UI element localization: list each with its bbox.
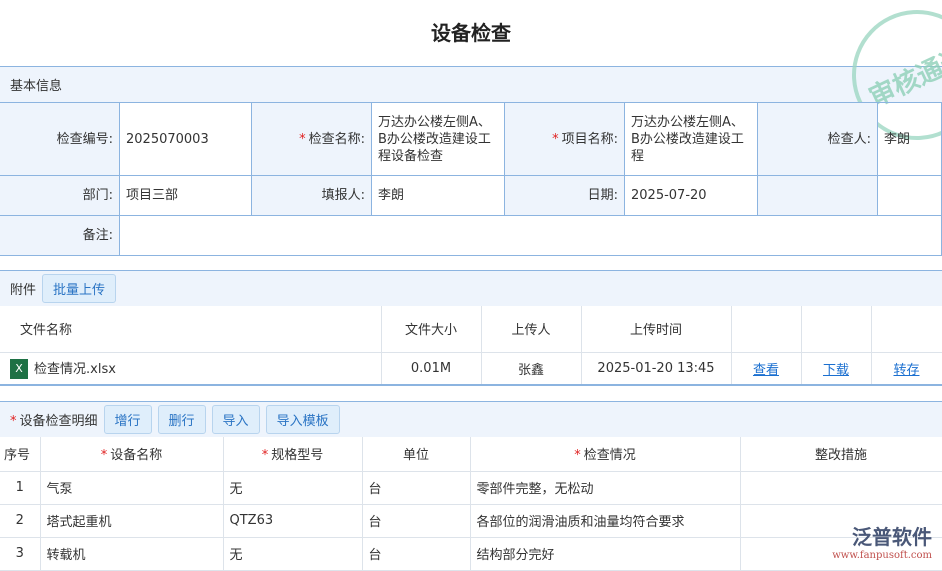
col-inspection: * 检查情况	[470, 437, 741, 472]
delete-row-button[interactable]: 删行	[157, 405, 206, 434]
detail-header: * 设备检查明细 增行 删行 导入 导入模板	[0, 401, 942, 437]
remark-label: 备注:	[0, 216, 120, 256]
col-rectification: 整改措施	[740, 437, 942, 472]
excel-icon: X	[10, 359, 28, 379]
transfer-link[interactable]: 转存	[893, 362, 920, 378]
date-value[interactable]: 2025-07-20	[625, 176, 758, 216]
detail-table: 序号 * 设备名称 * 规格型号 单位 * 检查情况 整改措施 1 气泵无台零部件完整，…	[0, 437, 942, 571]
import-button[interactable]: 导入	[211, 405, 260, 434]
name-value[interactable]: 万达办公楼左侧A、B办公楼改造建设工程设备检查	[372, 103, 505, 176]
uploader: 张鑫	[481, 352, 582, 386]
remark-input[interactable]	[120, 216, 942, 256]
project-value[interactable]: 万达办公楼左侧A、B办公楼改造建设工程	[625, 103, 758, 176]
section-title: 基本信息	[10, 79, 63, 94]
code-value[interactable]: 2025070003	[120, 103, 252, 176]
col-file-name: 文件名称	[0, 306, 382, 353]
fanpusoft-logo: 泛普软件 www.fanpusoft.com	[832, 525, 932, 561]
page-title: 设备检查	[431, 21, 511, 45]
dept-value[interactable]: 项目三部	[120, 176, 252, 216]
section-title: * 设备检查明细	[10, 414, 98, 429]
table-row: 1 气泵无台零部件完整，无松动	[0, 471, 942, 505]
file-size: 0.01M	[381, 352, 482, 386]
reporter-value[interactable]: 李朗	[372, 176, 505, 216]
col-file-size: 文件大小	[381, 306, 482, 353]
file-name: 检查情况.xlsx	[34, 361, 116, 377]
attachments-header: 附件 批量上传	[0, 270, 942, 306]
table-row: 3 转载机无台结构部分完好	[0, 537, 942, 571]
attachments-table: 文件名称 文件大小 上传人 上传时间 X 检查情况.xlsx 0.01M 张鑫 2025…	[0, 306, 942, 386]
col-unit: 单位	[362, 437, 471, 472]
table-row: 2 塔式起重机 QTZ63 台各部位的润滑油质和油量均符合要求	[0, 504, 942, 538]
inspector-label: 检查人:	[758, 103, 878, 176]
name-label: * 检查名称:	[252, 103, 372, 176]
reporter-label: 填报人:	[252, 176, 372, 216]
basic-info-form: 检查编号: 2025070003 * 检查名称: 万达办公楼左侧A、B办公楼改造建…	[0, 102, 942, 256]
col-uploader: 上传人	[481, 306, 582, 353]
batch-upload-button[interactable]: 批量上传	[42, 274, 117, 303]
project-label: * 项目名称:	[505, 103, 625, 176]
upload-time: 2025-01-20 13:45	[581, 352, 732, 386]
col-equipment-name: * 设备名称	[40, 437, 224, 472]
download-link[interactable]: 下载	[822, 362, 849, 378]
col-upload-time: 上传时间	[581, 306, 732, 353]
date-label: 日期:	[505, 176, 625, 216]
add-row-button[interactable]: 增行	[103, 405, 152, 434]
dept-label: 部门:	[0, 176, 120, 216]
empty-label	[758, 176, 878, 216]
col-index: 序号	[0, 437, 41, 472]
import-template-button[interactable]: 导入模板	[265, 405, 340, 434]
section-title: 附件	[10, 283, 37, 298]
col-spec: * 规格型号	[223, 437, 363, 472]
inspector-value[interactable]: 李朗	[878, 103, 942, 176]
code-label: 检查编号:	[0, 103, 120, 176]
basic-info-header: 基本信息	[0, 66, 942, 102]
table-row: X 检查情况.xlsx 0.01M 张鑫 2025-01-20 13:45 查看 …	[0, 352, 942, 386]
view-link[interactable]: 查看	[752, 362, 779, 378]
empty-value	[878, 176, 942, 216]
